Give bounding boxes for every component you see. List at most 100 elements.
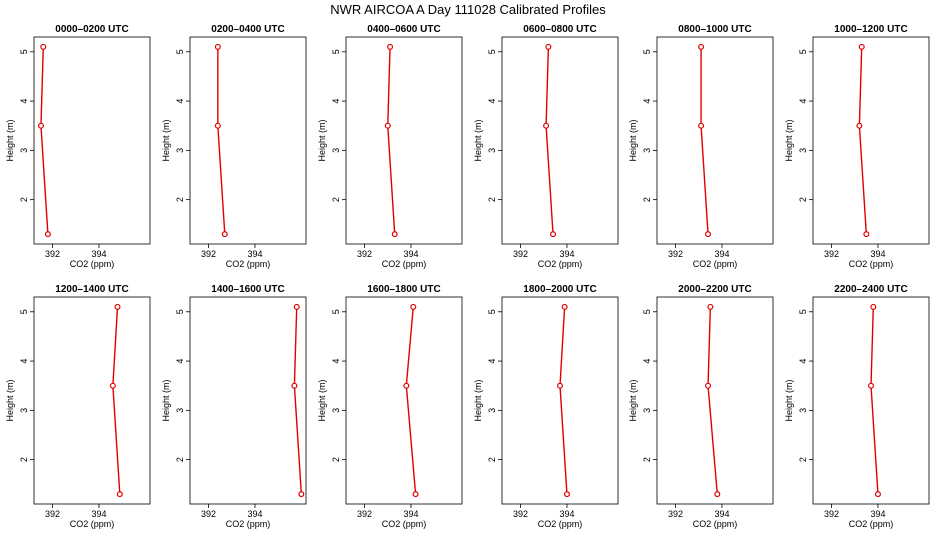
y-tick-label: 5 bbox=[331, 49, 341, 54]
y-axis-label: Height (m) bbox=[161, 119, 171, 161]
profile-line bbox=[112, 306, 121, 495]
x-axis-label: CO2 (ppm) bbox=[538, 519, 583, 529]
x-tick-label: 394 bbox=[403, 249, 418, 259]
profile-panel: 1200–1400 UTC 392 394 2 3 4 5 CO2 (ppm) Height (… bbox=[5, 284, 151, 529]
panel-title: 0000–0200 UTC bbox=[55, 24, 128, 35]
plot-frame bbox=[656, 296, 774, 505]
profile-point bbox=[550, 231, 557, 238]
y-tick-label: 5 bbox=[798, 309, 808, 314]
plot-frame bbox=[345, 296, 463, 505]
x-axis-label: CO2 (ppm) bbox=[382, 519, 427, 529]
profile-line bbox=[545, 46, 554, 235]
y-tick-label: 2 bbox=[19, 197, 29, 202]
y-axis-label: Height (m) bbox=[317, 119, 327, 161]
x-tick-label: 392 bbox=[513, 249, 528, 259]
x-tick-label: 394 bbox=[714, 509, 729, 519]
y-axis-label: Height (m) bbox=[628, 379, 638, 421]
x-tick-label: 392 bbox=[824, 509, 839, 519]
y-axis-label: Height (m) bbox=[784, 119, 794, 161]
x-axis-label: CO2 (ppm) bbox=[849, 259, 894, 269]
plot-frame bbox=[189, 36, 307, 245]
x-axis-label: CO2 (ppm) bbox=[70, 519, 115, 529]
profile-line bbox=[700, 46, 709, 235]
profile-point bbox=[858, 43, 865, 50]
y-tick-label: 4 bbox=[175, 359, 185, 364]
y-tick-label: 2 bbox=[798, 457, 808, 462]
y-tick-label: 3 bbox=[19, 148, 29, 153]
profile-line bbox=[858, 46, 868, 235]
y-tick-label: 2 bbox=[798, 197, 808, 202]
x-tick-label: 394 bbox=[714, 249, 729, 259]
profile-point bbox=[403, 382, 410, 389]
y-tick-label: 4 bbox=[642, 99, 652, 104]
y-axis-label: Height (m) bbox=[473, 379, 483, 421]
y-axis-label: Height (m) bbox=[473, 119, 483, 161]
x-tick-label: 392 bbox=[45, 509, 60, 519]
profile-line bbox=[40, 46, 49, 235]
profile-point bbox=[116, 491, 123, 498]
profile-point bbox=[387, 43, 394, 50]
profile-point bbox=[298, 491, 305, 498]
x-tick-label: 394 bbox=[870, 249, 885, 259]
figure-title: NWR AIRCOA A Day 111028 Calibrated Profi… bbox=[330, 2, 606, 17]
profile-point bbox=[214, 122, 221, 129]
profile-point bbox=[705, 382, 712, 389]
panel-title: 0600–0800 UTC bbox=[523, 24, 596, 35]
profile-line bbox=[217, 46, 226, 235]
panel-title: 1600–1800 UTC bbox=[367, 284, 440, 295]
y-tick-label: 4 bbox=[19, 359, 29, 364]
y-tick-label: 3 bbox=[798, 408, 808, 413]
y-tick-label: 3 bbox=[175, 148, 185, 153]
profile-line bbox=[293, 306, 303, 495]
y-tick-label: 4 bbox=[642, 359, 652, 364]
y-tick-label: 2 bbox=[175, 197, 185, 202]
plot-frame bbox=[501, 36, 619, 245]
y-axis-label: Height (m) bbox=[628, 119, 638, 161]
x-axis-label: CO2 (ppm) bbox=[538, 259, 583, 269]
x-tick-label: 394 bbox=[559, 509, 574, 519]
y-tick-label: 5 bbox=[19, 49, 29, 54]
profile-line bbox=[707, 306, 719, 495]
y-tick-label: 2 bbox=[331, 457, 341, 462]
y-tick-label: 5 bbox=[642, 309, 652, 314]
y-axis-label: Height (m) bbox=[161, 379, 171, 421]
x-axis-label: CO2 (ppm) bbox=[226, 519, 271, 529]
profile-panel: 1600–1800 UTC 392 394 2 3 4 5 CO2 (ppm) Height (… bbox=[317, 284, 463, 529]
profile-point bbox=[874, 491, 881, 498]
profile-point bbox=[863, 231, 870, 238]
panel-title: 0200–0400 UTC bbox=[211, 24, 284, 35]
profile-panel: 1800–2000 UTC 392 394 2 3 4 5 CO2 (ppm) Height (… bbox=[473, 284, 619, 529]
profile-line bbox=[405, 306, 417, 495]
x-axis-label: CO2 (ppm) bbox=[382, 259, 427, 269]
profile-point bbox=[291, 382, 298, 389]
y-tick-label: 2 bbox=[19, 457, 29, 462]
x-tick-label: 394 bbox=[870, 509, 885, 519]
x-tick-label: 392 bbox=[357, 509, 372, 519]
profile-panel: 2200–2400 UTC 392 394 2 3 4 5 CO2 (ppm) Height (… bbox=[784, 284, 930, 529]
y-tick-label: 3 bbox=[175, 408, 185, 413]
profile-point bbox=[698, 122, 705, 129]
y-tick-label: 3 bbox=[487, 408, 497, 413]
y-tick-label: 4 bbox=[331, 99, 341, 104]
x-tick-label: 392 bbox=[824, 249, 839, 259]
y-tick-label: 3 bbox=[798, 148, 808, 153]
profile-point bbox=[867, 382, 874, 389]
y-tick-label: 4 bbox=[798, 99, 808, 104]
profile-point bbox=[214, 43, 221, 50]
x-tick-label: 394 bbox=[247, 509, 262, 519]
y-tick-label: 2 bbox=[642, 197, 652, 202]
y-tick-label: 3 bbox=[19, 408, 29, 413]
profile-point bbox=[563, 491, 570, 498]
plot-frame bbox=[812, 36, 930, 245]
profile-point bbox=[293, 303, 300, 310]
x-tick-label: 394 bbox=[559, 249, 574, 259]
y-tick-label: 5 bbox=[798, 49, 808, 54]
x-axis-label: CO2 (ppm) bbox=[226, 259, 271, 269]
profile-point bbox=[40, 43, 47, 50]
y-tick-label: 2 bbox=[487, 197, 497, 202]
x-tick-label: 392 bbox=[201, 249, 216, 259]
profile-panel: 1400–1600 UTC 392 394 2 3 4 5 CO2 (ppm) Height (… bbox=[161, 284, 307, 529]
y-tick-label: 2 bbox=[175, 457, 185, 462]
x-axis-label: CO2 (ppm) bbox=[693, 519, 738, 529]
panel-title: 1800–2000 UTC bbox=[523, 284, 596, 295]
